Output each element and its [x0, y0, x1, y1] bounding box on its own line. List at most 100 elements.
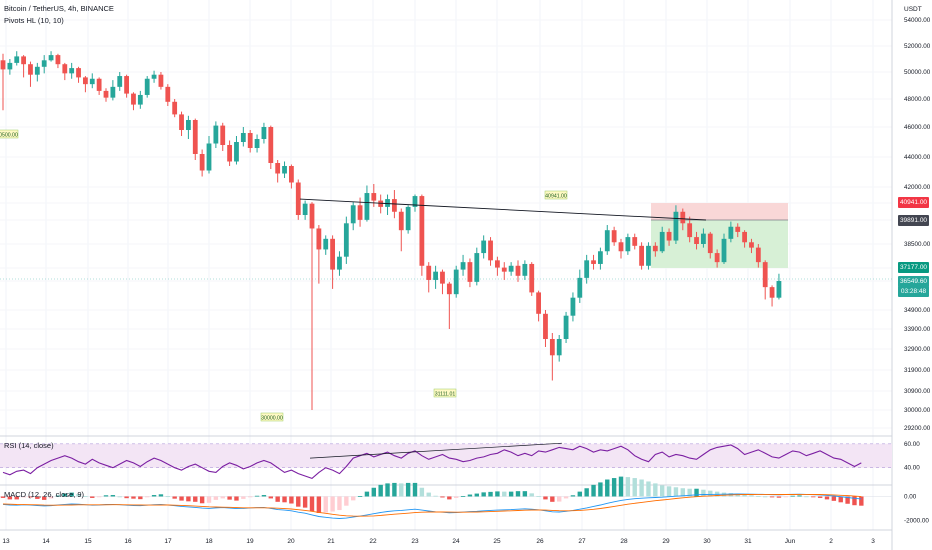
macd-histogram-bar: [199, 496, 205, 504]
candle-body: [282, 166, 287, 174]
macd-histogram-bar: [563, 496, 569, 499]
macd-histogram-bar: [316, 496, 322, 513]
macd-histogram-bar: [96, 496, 102, 498]
price-tick-label: 54000.00: [904, 17, 931, 24]
stop-price-badge: 40941.00: [898, 197, 929, 208]
candle-body: [639, 245, 644, 266]
price-tick-label: 30900.00: [904, 388, 931, 395]
macd-histogram-bar: [653, 483, 658, 497]
rsi-title: RSI (14, close): [4, 441, 54, 450]
time-tick-label: 30: [703, 538, 711, 545]
candle-body: [158, 74, 164, 87]
candle-body: [611, 230, 617, 243]
pivot-label: 31111.01: [433, 388, 457, 398]
candle-body: [721, 238, 727, 263]
candle-body: [261, 127, 267, 139]
candle-body: [151, 74, 157, 79]
price-tick-label: 30000.00: [904, 407, 931, 414]
pivot-label-text: 31111.01: [435, 392, 456, 398]
time-tick-label: 23: [411, 538, 419, 545]
macd-histogram-bar: [337, 496, 342, 511]
price-axis[interactable]: 54000.00 52000.00 50000.00 48000.00 46000.00…: [904, 17, 931, 525]
candle-body: [227, 145, 232, 162]
macd-histogram-bar: [838, 496, 843, 503]
candle-body: [186, 120, 191, 130]
price-tick-label: 50000.00: [904, 69, 931, 76]
candle-body: [543, 313, 548, 339]
candle-body: [529, 263, 535, 293]
macd-histogram-bar: [90, 496, 95, 498]
rsi-band: [0, 443, 892, 468]
rsi-tick-label: 40.00: [904, 465, 920, 472]
rsi-tick-label: 60.00: [904, 441, 920, 448]
macd-histogram-bar: [529, 493, 534, 497]
macd-histogram-bar: [447, 496, 452, 500]
pivot-label: 40941.00: [544, 190, 568, 200]
time-tick-label: 13: [2, 538, 10, 545]
time-tick-label: 14: [42, 538, 50, 545]
time-tick-label: 21: [327, 538, 335, 545]
candle-body: [762, 262, 768, 288]
pivot-label-text: 20500.00: [0, 133, 18, 139]
candle-body: [309, 203, 315, 229]
macd-histogram-bar: [28, 496, 33, 498]
macd-histogram-bar: [701, 489, 706, 497]
candle-body: [625, 237, 631, 252]
macd-histogram-bar: [282, 496, 287, 503]
candle-body: [563, 315, 569, 339]
rsi-line: [2, 444, 862, 480]
macd-histogram-bar: [213, 496, 219, 500]
symbol-title: Bitcoin / TetherUS, 4h, BINANCE: [4, 4, 114, 13]
time-tick-label: 24: [452, 538, 460, 545]
candle-body: [646, 245, 651, 266]
macd-title: MACD (12, 26, close, 9): [4, 490, 85, 499]
candle-body: [392, 199, 397, 212]
candle-body: [247, 133, 253, 148]
candle-body: [350, 205, 356, 224]
candle-body: [591, 260, 596, 264]
macd-histogram-bar: [817, 496, 823, 498]
candle-body: [570, 297, 576, 316]
price-tick-label: 34900.00: [904, 307, 931, 314]
stop-loss-zone: [651, 203, 788, 220]
candle-body: [48, 55, 54, 61]
price-tick-label: 31900.00: [904, 367, 931, 374]
macd-histogram-bar: [419, 487, 425, 497]
macd-histogram-bar: [598, 482, 603, 497]
time-axis[interactable]: 13 14 15 16 17 18 19 20 21 22 23 24 25 26 27 28 29 30 31 Ju…: [2, 538, 875, 545]
candle-body: [707, 233, 713, 254]
pivot-label-text: 40941.00: [545, 194, 567, 200]
macd-histogram-bar: [0, 496, 6, 498]
macd-tick-label: 0.00: [904, 493, 917, 500]
macd-histogram-bar: [611, 478, 617, 497]
pivot-label: 20500.00: [0, 129, 19, 139]
macd-histogram-bar: [756, 496, 761, 497]
time-tick-label: 17: [164, 538, 172, 545]
macd-histogram-bar: [83, 496, 88, 497]
macd-histogram-bar: [151, 495, 157, 497]
macd-histogram-bar: [261, 495, 267, 497]
currency-label: USDT: [904, 6, 922, 13]
macd-tick-label: -2000.00: [904, 518, 929, 525]
macd-histogram-bar: [639, 479, 644, 497]
candle-body: [426, 265, 432, 280]
macd-pane: [0, 476, 892, 519]
trendline-drawing[interactable]: [299, 198, 707, 221]
candle-body: [598, 251, 603, 264]
candle-body: [632, 237, 638, 246]
macd-histogram-bar: [618, 476, 624, 497]
macd-histogram-bar: [790, 495, 795, 497]
macd-histogram-bar: [433, 495, 438, 497]
macd-histogram-bar: [330, 496, 335, 512]
candle-body: [735, 226, 741, 232]
candle-body: [652, 245, 658, 252]
candle-body: [240, 133, 246, 142]
macd-histogram-bar: [138, 496, 143, 500]
indicator-title: Pivots HL (10, 10): [4, 16, 64, 25]
macd-histogram-bar: [227, 496, 232, 500]
macd-histogram-bar: [804, 496, 809, 498]
macd-histogram-bar: [309, 496, 315, 512]
macd-histogram-bar: [769, 496, 775, 498]
pivot-label-box: [260, 412, 284, 422]
